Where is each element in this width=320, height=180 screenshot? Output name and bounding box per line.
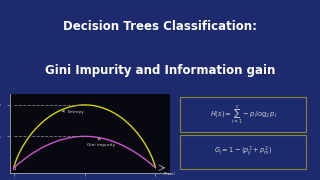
Text: $G_i = 1 - (p_y^2 + p_m^2)$: $G_i = 1 - (p_y^2 + p_m^2)$ xyxy=(214,145,272,159)
Text: Entropy: Entropy xyxy=(62,110,84,114)
Text: P(ws): P(ws) xyxy=(164,172,176,176)
Text: Gini Impurity and Information gain: Gini Impurity and Information gain xyxy=(45,64,275,77)
Text: $H(s) = \sum_{i=1}^{c} -p_i \log_2 p_i$: $H(s) = \sum_{i=1}^{c} -p_i \log_2 p_i$ xyxy=(210,103,277,126)
Text: Decision Trees Classification:: Decision Trees Classification: xyxy=(63,21,257,33)
Text: Gini impurity: Gini impurity xyxy=(87,138,116,147)
